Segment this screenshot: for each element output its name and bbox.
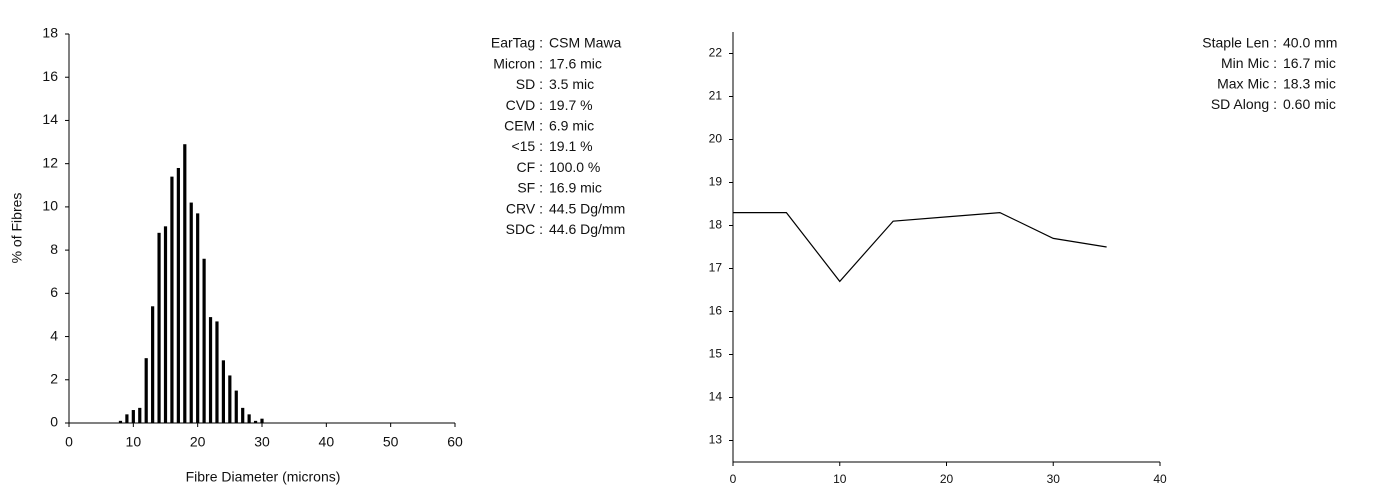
y-tick-label: 10 bbox=[42, 198, 58, 214]
x-tick-label: 10 bbox=[833, 472, 847, 486]
bar bbox=[189, 202, 193, 423]
stat-value: 44.6 Dg/mm bbox=[549, 221, 625, 237]
stat-value: 0.60 mic bbox=[1283, 96, 1336, 112]
stat-label: EarTag : bbox=[491, 35, 543, 51]
bar bbox=[131, 410, 135, 423]
x-tick-label: 40 bbox=[1153, 472, 1167, 486]
y-tick-label: 14 bbox=[42, 111, 58, 127]
stat-value: 16.7 mic bbox=[1283, 55, 1336, 71]
stat-value: 19.1 % bbox=[549, 138, 593, 154]
bar bbox=[253, 420, 258, 423]
bar bbox=[215, 321, 219, 423]
y-tick-label: 18 bbox=[709, 218, 723, 232]
x-tick-label: 30 bbox=[1047, 472, 1061, 486]
stat-value: 16.9 mic bbox=[549, 180, 602, 196]
x-tick-label: 60 bbox=[447, 434, 463, 450]
stat-label: SF : bbox=[517, 180, 543, 196]
x-tick-label: 0 bbox=[730, 472, 737, 486]
stat-label: CRV : bbox=[506, 200, 543, 216]
stat-value: 100.0 % bbox=[549, 159, 600, 175]
x-tick-label: 50 bbox=[383, 434, 399, 450]
data-line bbox=[733, 211, 1107, 283]
stat-label: Micron : bbox=[493, 55, 543, 71]
stat-label: CVD : bbox=[506, 97, 543, 113]
stat-label: SDC : bbox=[506, 221, 543, 237]
bar bbox=[260, 418, 264, 423]
stat-value: 17.6 mic bbox=[549, 55, 602, 71]
stat-value: CSM Mawa bbox=[549, 35, 622, 51]
x-tick-label: 0 bbox=[65, 434, 73, 450]
y-tick-label: 20 bbox=[709, 132, 723, 146]
bar bbox=[163, 226, 168, 423]
y-tick-label: 16 bbox=[709, 304, 723, 318]
stat-label: CF : bbox=[517, 159, 543, 175]
bar bbox=[157, 232, 161, 423]
x-tick-label: 20 bbox=[190, 434, 206, 450]
stat-value: 44.5 Dg/mm bbox=[549, 200, 625, 216]
bar bbox=[228, 375, 232, 423]
y-tick-label: 2 bbox=[50, 370, 58, 386]
stat-value: 3.5 mic bbox=[549, 76, 594, 92]
stat-label: <15 : bbox=[511, 138, 543, 154]
stat-value: 19.7 % bbox=[549, 97, 593, 113]
bar bbox=[183, 144, 187, 423]
stat-value: 6.9 mic bbox=[549, 118, 594, 134]
bar bbox=[234, 390, 238, 423]
y-tick-label: 18 bbox=[42, 25, 58, 41]
x-axis-title: Fibre Diameter (microns) bbox=[186, 469, 341, 485]
y-tick-label: 4 bbox=[50, 327, 58, 343]
bar bbox=[196, 213, 200, 423]
bar bbox=[144, 358, 148, 423]
y-tick-label: 22 bbox=[709, 46, 723, 60]
y-tick-label: 14 bbox=[709, 390, 723, 404]
stat-value: 18.3 mic bbox=[1283, 76, 1336, 92]
y-tick-label: 0 bbox=[50, 414, 58, 430]
x-tick-label: 40 bbox=[319, 434, 335, 450]
y-tick-label: 17 bbox=[709, 261, 723, 275]
stat-label: SD Along : bbox=[1211, 96, 1277, 112]
stat-label: Max Mic : bbox=[1217, 76, 1277, 92]
bar bbox=[202, 258, 206, 423]
y-tick-label: 19 bbox=[709, 175, 723, 189]
y-tick-label: 15 bbox=[709, 347, 723, 361]
y-axis-title: % of Fibres bbox=[9, 193, 25, 264]
y-tick-label: 12 bbox=[42, 154, 58, 170]
bar bbox=[138, 407, 142, 423]
x-tick-label: 20 bbox=[940, 472, 954, 486]
y-tick-label: 8 bbox=[50, 241, 58, 257]
y-tick-label: 6 bbox=[50, 284, 58, 300]
stat-label: Staple Len : bbox=[1202, 35, 1277, 51]
stat-value: 40.0 mm bbox=[1283, 35, 1337, 51]
x-tick-label: 30 bbox=[254, 434, 270, 450]
bar bbox=[151, 306, 155, 423]
bar bbox=[118, 420, 123, 423]
bar bbox=[125, 414, 129, 423]
bar bbox=[247, 414, 251, 423]
stat-label: CEM : bbox=[504, 118, 543, 134]
y-tick-label: 13 bbox=[709, 433, 723, 447]
bar bbox=[221, 360, 225, 423]
bar bbox=[208, 317, 213, 423]
bar bbox=[176, 167, 180, 423]
x-tick-label: 10 bbox=[126, 434, 142, 450]
y-tick-label: 21 bbox=[709, 89, 723, 103]
bar bbox=[170, 176, 174, 423]
y-tick-label: 16 bbox=[42, 68, 58, 84]
bar bbox=[241, 407, 245, 423]
stat-label: SD : bbox=[516, 76, 543, 92]
stat-label: Min Mic : bbox=[1221, 55, 1277, 71]
